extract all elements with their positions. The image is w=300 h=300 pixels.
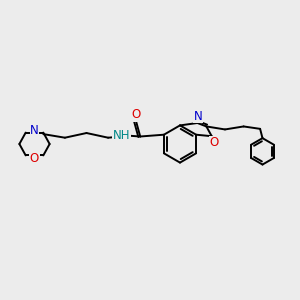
Text: N: N [194,110,202,123]
Text: O: O [209,136,219,149]
Text: O: O [30,152,39,165]
Text: NH: NH [113,129,130,142]
Text: O: O [131,108,140,121]
Text: N: N [30,124,39,137]
